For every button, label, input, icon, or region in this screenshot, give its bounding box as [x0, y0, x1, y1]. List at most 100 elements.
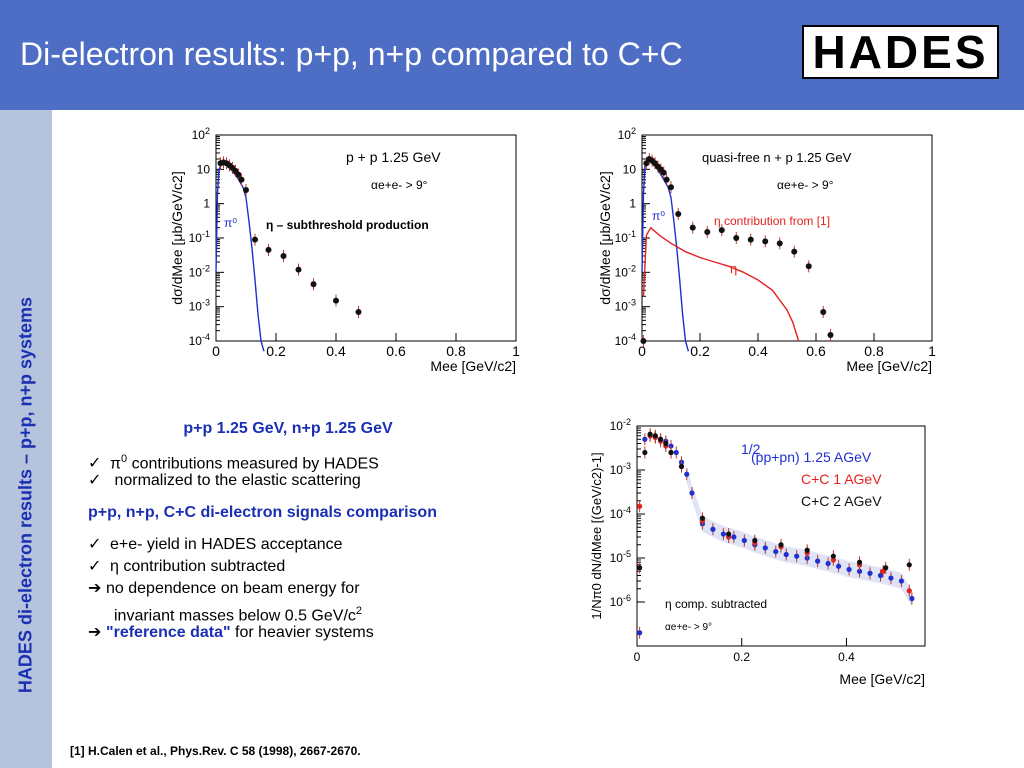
legend-pp-pn: (pp+pn) 1.25 AGeV: [751, 449, 872, 465]
data-point: [637, 503, 643, 509]
y-tick-label: 1: [629, 197, 636, 211]
data-point: [778, 542, 784, 548]
data-point: [752, 537, 758, 544]
x-axis-label: Mee [GeV/c2]: [430, 358, 516, 374]
eta-label: η: [730, 261, 737, 276]
legend-fraction: 1/2: [741, 441, 761, 457]
annotation-eta: η comp. subtracted: [665, 597, 767, 611]
bullet-pi0: ✓ π0 contributions measured by HADES: [88, 448, 538, 472]
x-tick-label: 0.2: [690, 343, 710, 359]
data-point: [295, 266, 302, 273]
chart-comparison: 10-6 10-5 10-4 10-3 10-2 0 0.2 0.4 1/2(pp+pn) 1.…: [589, 418, 926, 687]
y-tick-label: 10-2: [615, 263, 636, 279]
bullet-eta: ✓ η contribution subtracted: [88, 556, 538, 578]
summary-text: p+p 1.25 GeV, n+p 1.25 GeV ✓ π0 contribut…: [88, 418, 538, 644]
data-point: [333, 297, 339, 304]
data-point: [741, 537, 747, 544]
data-point: [668, 449, 674, 456]
data-point: [280, 252, 287, 259]
x-tick-label: 1: [928, 343, 936, 359]
data-point: [704, 228, 711, 235]
x-tick-label: 0.8: [446, 343, 466, 359]
data-point: [265, 246, 272, 253]
y-tick-label: 10-6: [610, 593, 631, 609]
data-point: [678, 463, 685, 470]
data-point: [773, 548, 779, 555]
data-point: [883, 565, 889, 571]
data-point: [726, 531, 732, 537]
annotation-cut: αe+e- > 9°: [665, 622, 712, 633]
title-bar: Di-electron results: p+p, n+p compared t…: [0, 0, 1024, 110]
legend-cut: αe+e- > 9°: [777, 178, 834, 192]
data-point: [856, 559, 863, 565]
data-point: [668, 443, 674, 449]
data-point: [647, 431, 653, 437]
data-point: [909, 595, 915, 602]
x-tick-label: 0.8: [864, 343, 884, 359]
legend-title: p + p 1.25 GeV: [346, 149, 441, 165]
data-point: [906, 562, 912, 568]
y-tick-label: 102: [618, 126, 636, 142]
legend-cut: αe+e- > 9°: [371, 178, 428, 192]
data-point: [699, 515, 706, 521]
data-point: [718, 227, 725, 234]
data-point: [815, 558, 821, 564]
data-point: [668, 184, 674, 191]
arrow-icon: ➔: [88, 580, 102, 597]
plot-frame: [636, 425, 926, 647]
x-tick-label: 0: [634, 650, 641, 664]
data-point: [791, 248, 798, 255]
annotation: η contribution from [1]: [714, 214, 830, 228]
data-point: [805, 263, 812, 270]
data-point: [310, 281, 317, 288]
data-point: [640, 338, 647, 344]
heading-comparison: p+p, n+p, C+C di-electron signals compar…: [88, 504, 437, 521]
data-point: [252, 236, 258, 243]
y-tick-label: 10-3: [615, 298, 636, 314]
data-point: [675, 211, 682, 218]
data-point: [684, 471, 690, 477]
check-icon: ✓: [88, 536, 102, 553]
bullet-no-dependence-cont: invariant masses below 0.5 GeV/c2: [114, 605, 363, 625]
x-tick-label: 0: [638, 343, 646, 359]
bullet-normalized: ✓ normalized to the elastic scattering: [88, 470, 538, 492]
legend-cc2: C+C 2 AGeV: [801, 493, 882, 509]
x-tick-label: 0.2: [266, 343, 286, 359]
data-point: [836, 563, 842, 569]
chart-np: 10-4 10-3 10-2 10-1 1 10 102 0 0.2 0.4 0.6 0.8 1 quas…: [597, 126, 936, 374]
y-tick-label: 10-4: [189, 332, 210, 348]
data-point: [783, 551, 789, 558]
data-point: [689, 490, 695, 496]
data-point: [235, 171, 242, 178]
data-point: [827, 331, 834, 338]
y-axis-label: 1/Nπ0 dN/dMee [(GeV/c2)-1]: [589, 452, 604, 619]
y-tick-label: 10-4: [615, 332, 636, 348]
chart-pp: 10-4 10-3 10-2 10-1 1 10 102 0 0.2 0.4 0.6 0.8 1 p + …: [169, 126, 520, 374]
sidebar: HADES di-electron results – p+p, n+p sys…: [0, 110, 52, 768]
x-tick-label: 0: [212, 343, 220, 359]
annotation: η – subthreshold production: [266, 218, 429, 232]
data-point: [637, 630, 643, 636]
check-icon: ✓: [88, 558, 102, 575]
data-point: [710, 526, 716, 532]
bullet-no-dependence: ➔ no dependence on beam energy for: [88, 578, 538, 600]
data-point: [877, 572, 884, 579]
data-point: [776, 240, 783, 247]
x-tick-label: 0.4: [838, 650, 855, 664]
arrow-icon: ➔: [88, 624, 102, 641]
y-tick-label: 10-4: [610, 505, 631, 521]
curve-pi0: [215, 162, 265, 352]
x-axis-label: Mee [GeV/c2]: [839, 671, 925, 687]
y-tick-label: 1: [203, 197, 210, 211]
data-point: [243, 187, 249, 194]
y-tick-label: 10: [623, 162, 637, 176]
data-point: [733, 235, 740, 241]
pi0-label: π⁰: [652, 209, 665, 223]
data-point: [867, 570, 873, 576]
curve-pi0: [641, 159, 690, 352]
y-tick-label: 10-1: [615, 229, 636, 245]
y-tick-label: 10-1: [189, 229, 210, 245]
y-tick-label: 10-2: [610, 418, 631, 433]
data-point: [804, 547, 810, 553]
data-point: [762, 238, 769, 245]
